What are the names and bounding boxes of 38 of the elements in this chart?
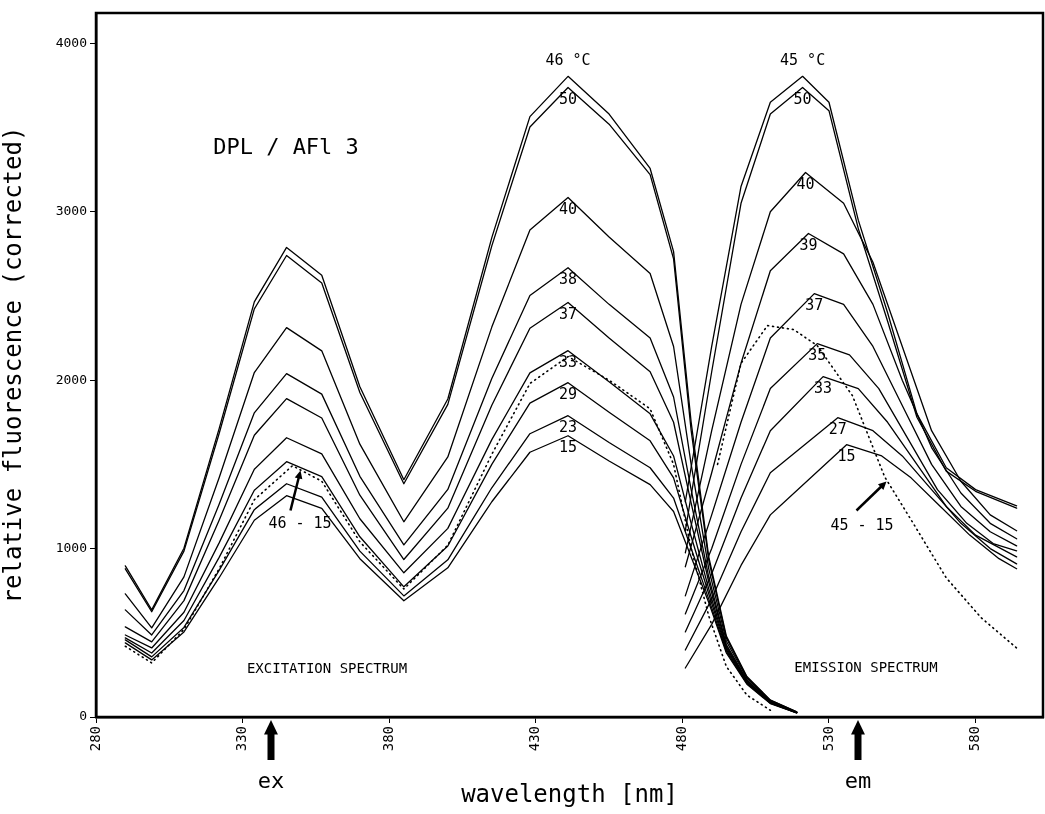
series-label: 50	[559, 89, 578, 108]
series-label: 40	[559, 199, 578, 218]
series-label: 45 °C	[780, 50, 826, 69]
series-label: 37	[805, 295, 824, 314]
series-label: 37	[559, 304, 578, 323]
x-tick-label: 330	[233, 726, 250, 752]
y-tick-label: 0	[79, 708, 87, 724]
y-tick-label: 2000	[55, 371, 87, 387]
series-label: 33	[814, 379, 833, 398]
x-tick-label: 380	[379, 726, 396, 752]
x-tick-label: 530	[819, 726, 836, 752]
x-tick-label: 480	[673, 726, 690, 752]
x-tick-label: 280	[86, 726, 103, 752]
series-label: 50	[793, 89, 812, 108]
series-label: 40	[796, 174, 815, 193]
series-label: 15	[837, 447, 856, 466]
series-label: 23	[559, 418, 578, 437]
x-axis-title: wavelength [nm]	[461, 779, 678, 808]
series-label: 33	[559, 353, 578, 372]
series-label: 15	[559, 438, 578, 457]
annotation: 45 - 15	[830, 515, 894, 534]
x-tick-label: 430	[526, 726, 543, 752]
x-tick-label: 580	[966, 726, 983, 752]
y-tick-label: 3000	[55, 203, 87, 219]
series-label: 35	[808, 346, 827, 364]
series-label: 39	[799, 235, 818, 254]
annotation: EXCITATION SPECTRUM	[246, 659, 408, 676]
annotation: DPL / AFl 3	[213, 133, 359, 159]
y-tick-label: 4000	[55, 34, 87, 50]
text: ex	[257, 767, 285, 793]
series-label: 27	[828, 420, 847, 439]
annotation: EMISSION SPECTRUM	[794, 658, 938, 675]
y-tick-label: 1000	[55, 539, 87, 555]
text: em	[844, 767, 872, 793]
series-label: 46 °C	[545, 50, 591, 69]
annotation: 46 - 15	[268, 513, 332, 532]
series-label: 29	[559, 385, 578, 404]
y-axis-title: relative fluorescence (corrected)	[0, 126, 27, 604]
